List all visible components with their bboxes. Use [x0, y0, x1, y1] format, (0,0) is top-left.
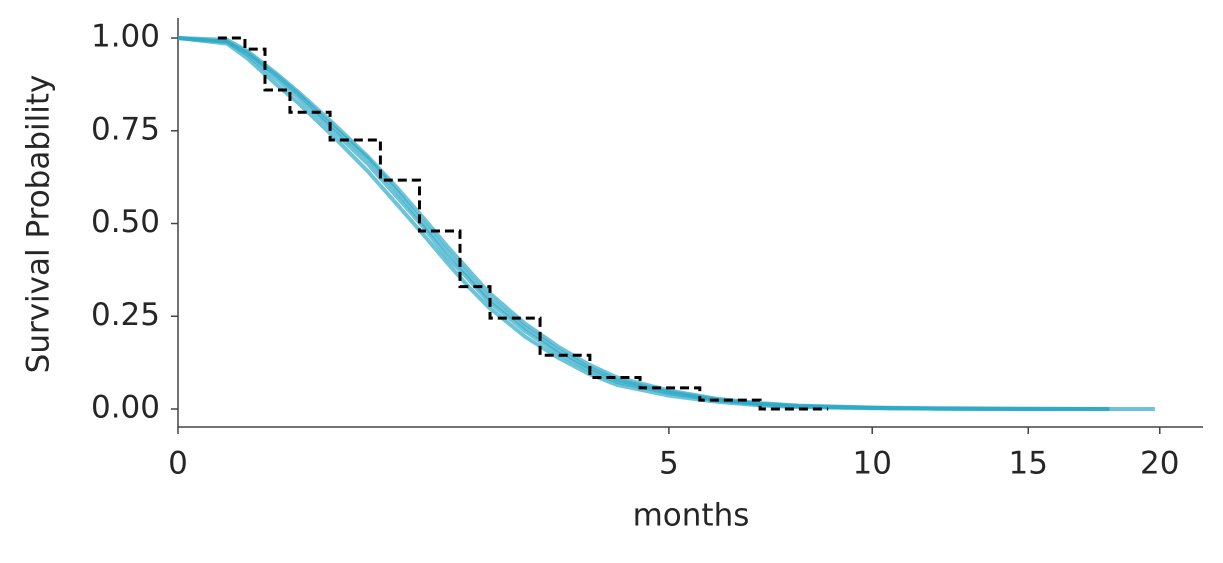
- survival-curve: [177, 36, 1110, 412]
- x-tick-label: 0: [168, 446, 188, 482]
- x-tick-label: 20: [1140, 446, 1179, 482]
- y-tick-label: 0.50: [91, 204, 160, 240]
- y-axis-label: Survival Probability: [21, 75, 57, 374]
- x-tick-label: 15: [1009, 446, 1048, 482]
- x-axis-label: months: [633, 498, 750, 534]
- y-tick-label: 1.00: [91, 19, 160, 55]
- y-tick-label: 0.25: [91, 297, 160, 333]
- kaplan-meier-estimate: [217, 36, 829, 411]
- x-tick-label: 5: [659, 446, 679, 482]
- survival-curve: [177, 36, 1155, 412]
- y-tick-label: 0.75: [91, 111, 160, 147]
- survival-curve: [177, 36, 1110, 412]
- x-tick-label: 10: [852, 446, 891, 482]
- y-tick-label: 0.00: [91, 390, 160, 426]
- survival-curve: [177, 36, 1110, 412]
